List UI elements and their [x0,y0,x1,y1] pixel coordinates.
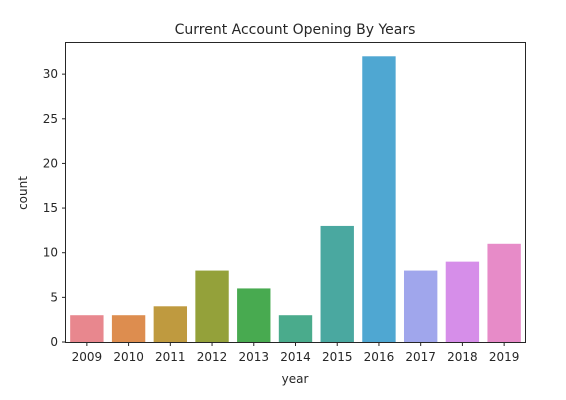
y-tick-label: 15 [43,201,58,215]
x-tick-label: 2010 [113,350,144,364]
bar-2009 [70,315,104,342]
x-tick-label: 2013 [238,350,269,364]
bar-2019 [487,243,521,342]
y-tick-label: 30 [43,67,58,81]
bar-2011 [153,306,188,342]
y-tick-label: 5 [50,290,58,304]
bar-2017 [403,270,438,342]
x-tick-label: 2016 [364,350,395,364]
x-axis-ticks: 2009 2010 2011 2012 2013 2014 2015 2016 2017 2018… [72,342,520,364]
y-tick-label: 0 [50,335,58,349]
y-tick-label: 10 [43,246,58,260]
x-axis-label: year [282,372,309,386]
chart-title: Current Account Opening By Years [175,22,416,38]
x-tick-label: 2015 [322,350,353,364]
y-axis-ticks: 0 5 10 15 20 25 30 [43,67,66,349]
x-tick-label: 2018 [447,350,478,364]
bar-2010 [111,315,146,342]
y-tick-label: 25 [43,112,58,126]
y-tick-label: 20 [43,156,58,170]
bar-2016 [362,56,396,342]
x-tick-label: 2012 [197,350,228,364]
y-axis-label: count [16,176,30,210]
plot-frame [65,42,526,343]
x-tick-label: 2017 [405,350,436,364]
x-tick-label: 2009 [72,350,103,364]
bar-2018 [445,261,480,342]
x-tick-label: 2011 [155,350,186,364]
x-tick-label: 2019 [489,350,520,364]
bar-2015 [320,225,354,342]
x-tick-label: 2014 [280,350,311,364]
bars-group [70,56,521,342]
bar-2013 [237,288,271,342]
bar-2012 [195,270,229,342]
bar-2014 [278,315,313,342]
